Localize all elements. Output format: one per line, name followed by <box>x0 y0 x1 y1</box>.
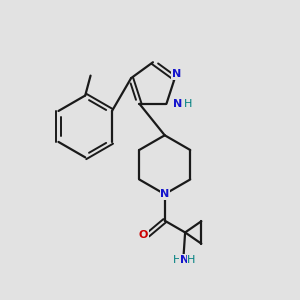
Text: N: N <box>180 255 189 265</box>
Text: N: N <box>160 189 169 199</box>
Text: O: O <box>139 230 148 240</box>
Text: H: H <box>173 255 182 265</box>
Text: H: H <box>184 99 192 109</box>
Text: N: N <box>173 99 182 109</box>
Text: H: H <box>187 255 196 265</box>
Text: N: N <box>172 69 181 79</box>
